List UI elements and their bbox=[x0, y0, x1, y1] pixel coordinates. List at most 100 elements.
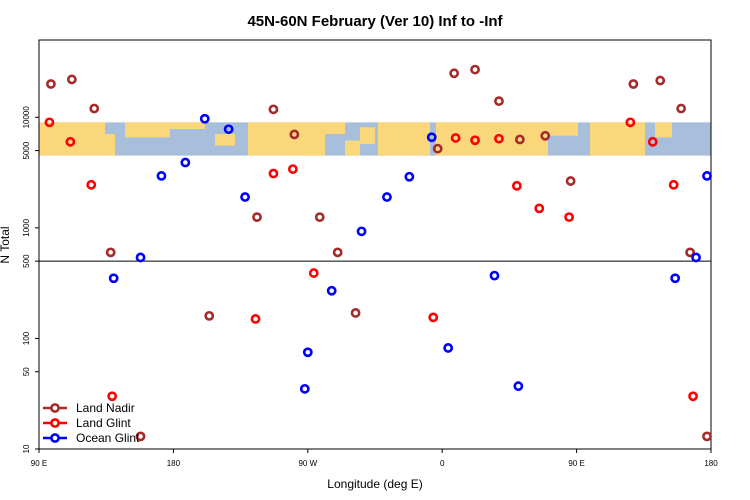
ocean-glint-point bbox=[382, 192, 392, 202]
land-shape-12 bbox=[475, 122, 548, 156]
land-nadir-point bbox=[89, 103, 100, 114]
ocean-glint-point bbox=[513, 381, 524, 392]
land-glint-point bbox=[470, 135, 480, 146]
land-nadir-point bbox=[514, 134, 525, 145]
land-glint-point bbox=[688, 391, 698, 402]
y-axis-label: N Total bbox=[0, 226, 12, 263]
land-shape-6 bbox=[325, 122, 345, 134]
land-nadir-point bbox=[685, 247, 695, 258]
land-glint-point bbox=[250, 314, 261, 324]
x-tick-label: 90 W bbox=[298, 459, 317, 468]
ocean-glint-point bbox=[489, 270, 500, 281]
land-glint-point bbox=[86, 179, 97, 190]
y-tick-label: 5000 bbox=[22, 141, 31, 159]
ocean-glint-point bbox=[670, 273, 681, 284]
land-glint-point bbox=[625, 117, 636, 128]
land-glint-point bbox=[308, 268, 319, 278]
y-axis: 10 50 100 500 1000 5000 10000 bbox=[22, 106, 39, 453]
land-shape-4 bbox=[215, 133, 235, 146]
land-shape-11 bbox=[436, 122, 475, 156]
land-shape-10 bbox=[378, 122, 430, 156]
land-nadir-point bbox=[268, 104, 279, 115]
land-nadir-point bbox=[676, 103, 687, 114]
land-glint-point bbox=[668, 179, 679, 190]
land-nadir-point bbox=[449, 68, 460, 79]
chart-title: 45N-60N February (Ver 10) Inf to -Inf bbox=[247, 13, 503, 30]
land-glint-point bbox=[534, 203, 545, 214]
land-shape-8 bbox=[300, 142, 320, 156]
data-points bbox=[44, 64, 712, 442]
legend-marker-land-nadir bbox=[50, 403, 60, 413]
land-nadir-point bbox=[66, 74, 77, 85]
land-nadir-point bbox=[46, 79, 56, 89]
ocean-glint-point bbox=[404, 171, 415, 182]
map-strip bbox=[39, 122, 711, 156]
ocean-glint-point bbox=[223, 124, 234, 135]
ocean-glint-point bbox=[135, 252, 146, 263]
land-shape-15 bbox=[655, 122, 672, 138]
land-nadir-point bbox=[105, 247, 116, 258]
land-glint-point bbox=[44, 117, 55, 128]
land-shape-9 bbox=[360, 127, 375, 144]
x-tick-label: 180 bbox=[167, 459, 181, 468]
land-nadir-point bbox=[702, 431, 712, 442]
ocean-glint-point bbox=[426, 132, 437, 143]
ocean-glint-point bbox=[443, 343, 454, 353]
legend-label-land-nadir: Land Nadir bbox=[76, 401, 135, 415]
land-nadir-point bbox=[135, 431, 146, 442]
land-nadir-point bbox=[494, 96, 504, 107]
land-glint-point bbox=[564, 212, 575, 223]
y-tick-label: 100 bbox=[22, 331, 31, 345]
land-glint-point bbox=[511, 180, 522, 191]
x-axis: 90 E 180 90 W 0 90 E 180 bbox=[31, 449, 718, 468]
land-nadir-point bbox=[540, 130, 551, 141]
land-glint-point bbox=[647, 136, 658, 147]
land-nadir-point bbox=[432, 143, 443, 154]
land-nadir-point bbox=[350, 308, 361, 318]
legend-label-ocean-glint: Ocean Glint bbox=[76, 431, 140, 445]
land-glint-point bbox=[268, 168, 279, 179]
land-glint-point bbox=[65, 136, 76, 147]
land-shape-2 bbox=[125, 122, 170, 138]
land-nadir-point bbox=[628, 79, 639, 89]
land-shape-13 bbox=[548, 122, 578, 136]
x-tick-label: 90 E bbox=[568, 459, 584, 468]
x-tick-label: 180 bbox=[704, 459, 718, 468]
land-nadir-point bbox=[332, 247, 343, 258]
land-nadir-point bbox=[204, 310, 215, 321]
legend-marker-ocean-glint bbox=[50, 433, 60, 443]
ocean-glint-point bbox=[299, 383, 310, 394]
ocean-glint-point bbox=[356, 226, 367, 237]
ocean-glint-point bbox=[156, 171, 167, 181]
land-shape-3 bbox=[170, 122, 205, 130]
x-axis-label: Longitude (deg E) bbox=[327, 477, 422, 491]
land-glint-point bbox=[494, 133, 504, 144]
land-nadir-point bbox=[252, 212, 262, 223]
y-tick-label: 10 bbox=[22, 444, 31, 453]
x-tick-label: 90 E bbox=[31, 459, 47, 468]
plot-frame bbox=[38, 39, 712, 450]
ocean-glint-point bbox=[702, 171, 712, 181]
x-tick-label: 0 bbox=[440, 459, 445, 468]
land-shape-7 bbox=[345, 140, 360, 156]
ocean-glint-point bbox=[326, 285, 337, 296]
land-glint-point bbox=[287, 164, 298, 174]
legend-label-land-glint: Land Glint bbox=[76, 416, 131, 430]
y-tick-label: 500 bbox=[22, 254, 31, 268]
land-nadir-point bbox=[289, 129, 300, 140]
y-tick-label: 50 bbox=[22, 367, 31, 376]
land-shape-14 bbox=[590, 122, 645, 156]
land-nadir-point bbox=[655, 75, 666, 86]
ocean-glint-point bbox=[240, 192, 250, 202]
land-glint-point bbox=[428, 312, 439, 323]
land-nadir-point bbox=[565, 176, 576, 186]
land-glint-point bbox=[107, 391, 118, 402]
ocean-glint-point bbox=[302, 347, 313, 358]
ocean-glint-point bbox=[691, 252, 701, 263]
ocean-glint-point bbox=[199, 113, 210, 124]
y-tick-label: 10000 bbox=[22, 106, 31, 129]
land-nadir-point bbox=[470, 64, 480, 75]
